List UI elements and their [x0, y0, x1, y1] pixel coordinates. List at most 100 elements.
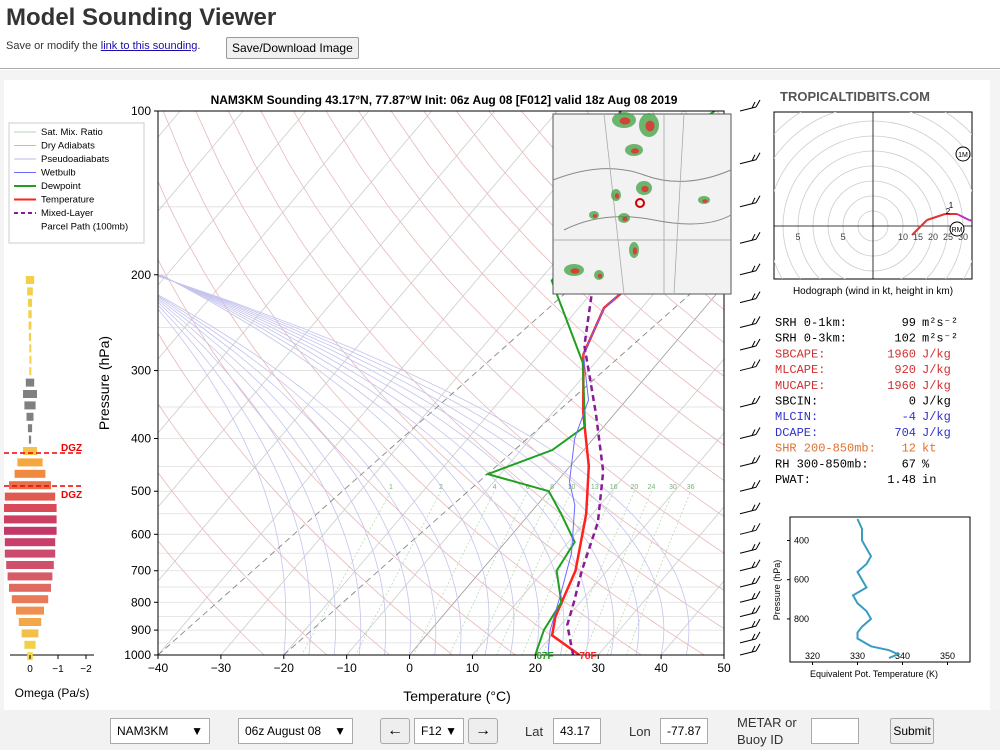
hodograph-segment [984, 196, 990, 202]
dry-adiabat [325, 111, 724, 517]
omega-bar [7, 572, 53, 581]
theta-e-x-tick-label: 350 [940, 651, 955, 661]
param-unit: J/kg [922, 379, 951, 393]
omega-bar [28, 321, 32, 330]
mix-ratio-line [301, 491, 392, 655]
theta-e-frame [789, 516, 971, 663]
page-header: Model Sounding Viewer Save or modify the… [0, 0, 1000, 70]
sounding-svg: NAM3KM Sounding 43.17°N, 77.87°W Init: 0… [3, 89, 990, 704]
submit-button[interactable]: Submit [890, 718, 934, 744]
dry-adiabat [293, 111, 724, 554]
map-border-line [563, 214, 732, 231]
param-unit: m²s⁻² [922, 332, 958, 346]
hodograph-tick-label: 25 [943, 232, 953, 242]
theta-e-x-tick-label: 320 [805, 651, 820, 661]
legend-label: Mixed-Layer [41, 208, 93, 219]
wind-barb [739, 529, 757, 535]
chevron-down-icon: ▼ [191, 724, 203, 738]
wind-barb [739, 486, 757, 492]
isotherm [472, 358, 724, 655]
mix-ratio-label: 2 [439, 484, 443, 491]
chevron-down-icon: ▼ [445, 724, 457, 738]
isotherm [158, 111, 244, 212]
save-download-button[interactable]: Save/Download Image [226, 37, 359, 59]
wind-barb-flag [751, 233, 756, 241]
param-unit: J/kg [922, 347, 951, 361]
x-tick-label: −10 [336, 661, 357, 675]
mix-ratio-label: 1 [389, 484, 393, 491]
mix-ratio-label: 13 [591, 484, 599, 491]
wind-barb [739, 238, 757, 244]
map-frame [552, 113, 732, 295]
wind-barb [739, 625, 757, 631]
legend-label: Pseudoadiabats [41, 154, 109, 165]
param-unit: J/kg [922, 363, 951, 377]
y-axis-label: Pressure (hPa) [96, 336, 112, 430]
legend: Sat. Mix. Ratio Dry Adiabats Pseudoadiabat… [8, 122, 145, 244]
wind-barb-flag [751, 561, 756, 568]
surface-dewpoint-label: 67F [536, 651, 553, 662]
dry-adiabat [455, 111, 724, 377]
wind-barb [739, 638, 757, 644]
isotherm [158, 111, 370, 360]
dry-adiabat [488, 111, 724, 344]
pseudoadiabat [158, 275, 665, 655]
next-forecast-button[interactable]: → [468, 718, 498, 744]
mix-ratio-label: 16 [610, 484, 618, 491]
theta-e-y-tick-label: 800 [794, 614, 809, 624]
wind-barb-flag [751, 265, 756, 272]
model-select[interactable]: NAM3KM ▼ [110, 718, 210, 744]
dry-adiabat [158, 402, 391, 655]
theta-e-y-tick-label: 400 [794, 536, 809, 546]
sounding-link[interactable]: link to this sounding [100, 40, 198, 52]
lon-input[interactable]: -77.87 [660, 718, 708, 744]
wind-barb-flag [751, 429, 756, 436]
param-value: 67 [902, 457, 916, 471]
series-wetbulb [547, 211, 724, 655]
wind-barb-flag [751, 101, 756, 109]
legend-label: Wetbulb [41, 168, 76, 179]
mix-ratio-label: 4 [493, 484, 497, 491]
lat-input[interactable]: 43.17 [553, 718, 601, 744]
wind-barb-flag [755, 541, 761, 550]
hodograph-storm-marker [955, 146, 971, 162]
wind-barb-flag [755, 575, 761, 584]
prev-forecast-button[interactable]: ← [380, 718, 410, 744]
hodograph-segment [911, 219, 928, 236]
x-tick-label: 50 [717, 661, 731, 675]
omega-bar [3, 504, 57, 512]
legend-label: Temperature [41, 195, 94, 206]
run-select[interactable]: 06z August 08 ▼ [238, 718, 353, 744]
dry-adiabat [358, 111, 724, 482]
forecast-select[interactable]: F12 ▼ [414, 718, 464, 744]
omega-bar [28, 333, 32, 341]
wind-barb [739, 366, 757, 372]
theta-e-x-tick-label: 330 [850, 651, 865, 661]
param-unit: kt [922, 442, 936, 456]
isotherm [158, 111, 495, 508]
radar-echo-core [632, 247, 638, 255]
wind-barb-flag [751, 197, 756, 205]
theta-e-plot: Equivalent Pot. Temperature (K) Pressure… [772, 516, 971, 679]
wind-barb-flag [751, 593, 756, 600]
dry-adiabat [158, 332, 454, 655]
pseudoadiabat [161, 274, 490, 655]
brand-watermark: TROPICALTIDBITS.COM [780, 89, 930, 104]
mix-ratio-label: 36 [687, 484, 695, 491]
param-value: 1960 [887, 347, 916, 361]
param-unit: in [922, 473, 936, 487]
legend-label: Dry Adiabats [41, 141, 95, 152]
metar-input[interactable] [811, 718, 859, 744]
omega-tick-label: 0 [27, 664, 33, 675]
omega-label: Omega (Pa/s) [15, 686, 90, 700]
omega-bar [3, 515, 57, 524]
wind-barb [739, 650, 757, 656]
param-value: 704 [894, 426, 916, 440]
radar-echo-core [614, 193, 620, 199]
omega-bar [23, 447, 37, 455]
page-title: Model Sounding Viewer [6, 4, 277, 31]
lon-label: Lon [629, 724, 651, 739]
wind-barb [739, 402, 757, 408]
dry-adiabat [158, 180, 580, 655]
wind-barb-flag [755, 291, 761, 299]
